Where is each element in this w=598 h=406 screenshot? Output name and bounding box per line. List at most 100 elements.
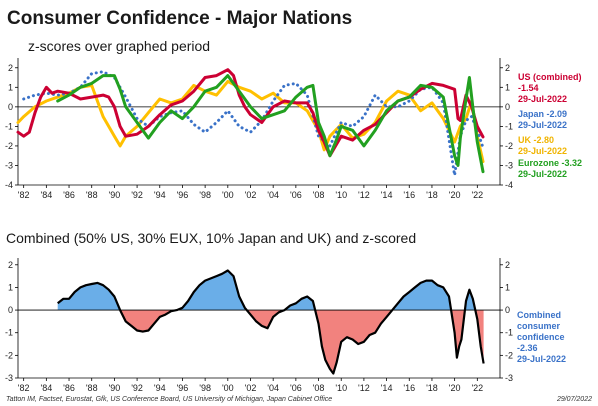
bottom-xtick-label: '96 bbox=[177, 383, 189, 393]
series-label-japan: Japan -2.09 bbox=[518, 109, 567, 119]
bottom-chart-legend-labels: Combinedconsumerconfidence-2.3629-Jul-20… bbox=[517, 310, 566, 364]
top-xtick-label: '96 bbox=[177, 190, 189, 200]
top-ytick-label-right: -2 bbox=[505, 141, 513, 151]
top-xtick-label: '04 bbox=[267, 190, 279, 200]
bottom-xtick-label: '94 bbox=[154, 383, 166, 393]
top-ytick-label-right: -3 bbox=[505, 160, 513, 170]
top-xtick-label: '22 bbox=[471, 190, 483, 200]
series-label-eurozone: Eurozone -3.32 bbox=[518, 158, 582, 168]
series-label-uk: 29-Jul-2022 bbox=[518, 146, 567, 156]
series-label-japan: 29-Jul-2022 bbox=[518, 120, 567, 130]
top-chart: z-scores over graphed period 2 2 1 1 0 0 -1 -1 -… bbox=[5, 38, 582, 200]
series-line-eurozone bbox=[56, 74, 485, 174]
top-ytick-label-left: -1 bbox=[5, 121, 13, 131]
top-xtick-label: '02 bbox=[245, 190, 257, 200]
top-xtick-label: '10 bbox=[335, 190, 347, 200]
top-ytick-label-left: 1 bbox=[8, 82, 13, 92]
bottom-xtick-label: '98 bbox=[199, 383, 211, 393]
bottom-ytick-label-right: 2 bbox=[505, 260, 510, 270]
series-label-combined: 29-Jul-2022 bbox=[517, 354, 566, 364]
bottom-ytick-label-left: -3 bbox=[5, 373, 13, 383]
top-ytick-label-left: 0 bbox=[8, 102, 13, 112]
top-xtick-label: '82 bbox=[18, 190, 30, 200]
top-ytick-label-right: -4 bbox=[505, 180, 513, 190]
bottom-xtick-label: '20 bbox=[449, 383, 461, 393]
series-line-combined bbox=[57, 269, 485, 375]
bottom-xtick-label: '04 bbox=[267, 383, 279, 393]
top-ytick-label-right: 2 bbox=[505, 63, 510, 73]
bottom-ytick-label-right: -1 bbox=[505, 328, 513, 338]
bottom-ytick-label-right: 1 bbox=[505, 282, 510, 292]
bottom-xtick-label: '12 bbox=[358, 383, 370, 393]
bottom-xtick-label: '00 bbox=[222, 383, 234, 393]
bottom-ytick-label-right: 0 bbox=[505, 305, 510, 315]
bottom-ytick-label-right: -3 bbox=[505, 373, 513, 383]
top-ytick-label-left: 2 bbox=[8, 63, 13, 73]
bottom-xtick-label: '14 bbox=[381, 383, 393, 393]
series-label-uk: UK -2.80 bbox=[518, 135, 554, 145]
figure-title: Consumer Confidence - Major Nations bbox=[7, 8, 352, 29]
top-xtick-label: '84 bbox=[40, 190, 52, 200]
top-xtick-label: '06 bbox=[290, 190, 302, 200]
bottom-xtick-label: '92 bbox=[131, 383, 143, 393]
top-xtick-label: '08 bbox=[313, 190, 325, 200]
top-xtick-label: '90 bbox=[109, 190, 121, 200]
top-xtick-label: '12 bbox=[358, 190, 370, 200]
series-label-combined: confidence bbox=[517, 332, 565, 342]
series-label-us: US (combined) bbox=[518, 72, 582, 82]
series-line-uk bbox=[16, 79, 485, 164]
top-xtick-label: '00 bbox=[222, 190, 234, 200]
bottom-chart-axes: 2 2 1 1 0 0 -1 -1 -2 -2 -3 -3 '82 '84 '86 '88 '90 '92 '94 '… bbox=[5, 258, 513, 393]
bottom-ytick-label-left: 2 bbox=[8, 260, 13, 270]
top-ytick-label-right: -1 bbox=[505, 121, 513, 131]
bottom-xtick-label: '22 bbox=[471, 383, 483, 393]
bottom-xtick-label: '10 bbox=[335, 383, 347, 393]
bottom-ytick-label-right: -2 bbox=[505, 350, 513, 360]
series-line-us-combined bbox=[16, 68, 485, 158]
bottom-xtick-label: '86 bbox=[63, 383, 75, 393]
bottom-chart-title: Combined (50% US, 30% EUX, 10% Japan and… bbox=[6, 230, 416, 246]
top-xtick-label: '86 bbox=[63, 190, 75, 200]
top-ytick-label-left: -2 bbox=[5, 141, 13, 151]
bottom-chart-series bbox=[57, 269, 485, 375]
top-xtick-label: '88 bbox=[86, 190, 98, 200]
top-ytick-label-right: 1 bbox=[505, 82, 510, 92]
top-chart-series bbox=[16, 68, 485, 177]
top-xtick-label: '98 bbox=[199, 190, 211, 200]
top-chart-title: z-scores over graphed period bbox=[28, 38, 210, 54]
bottom-xtick-label: '82 bbox=[18, 383, 30, 393]
bottom-ytick-label-left: -2 bbox=[5, 350, 13, 360]
bottom-ytick-label-left: 0 bbox=[8, 305, 13, 315]
top-xtick-label: '16 bbox=[403, 190, 415, 200]
bottom-xtick-label: '02 bbox=[245, 383, 257, 393]
top-xtick-label: '94 bbox=[154, 190, 166, 200]
bottom-ytick-label-left: -1 bbox=[5, 328, 13, 338]
top-xtick-label: '18 bbox=[426, 190, 438, 200]
top-xtick-label: '92 bbox=[131, 190, 143, 200]
bottom-ytick-label-left: 1 bbox=[8, 282, 13, 292]
top-ytick-label-right: 0 bbox=[505, 102, 510, 112]
series-label-eurozone: 29-Jul-2022 bbox=[518, 169, 567, 179]
bottom-chart-fill bbox=[57, 270, 484, 374]
series-label-combined: -2.36 bbox=[517, 343, 538, 353]
series-label-us: -1.54 bbox=[518, 83, 539, 93]
top-ytick-label-left: -4 bbox=[5, 180, 13, 190]
source-note: Tatton IM, Factset, Eurostat, Gfk, US Co… bbox=[6, 396, 332, 403]
bottom-chart: Combined (50% US, 30% EUX, 10% Japan and… bbox=[5, 230, 566, 393]
bottom-xtick-label: '06 bbox=[290, 383, 302, 393]
series-label-combined: consumer bbox=[517, 321, 561, 331]
series-label-combined: Combined bbox=[517, 310, 561, 320]
bottom-xtick-label: '88 bbox=[86, 383, 98, 393]
top-ytick-label-left: -3 bbox=[5, 160, 13, 170]
date-note: 29/07/2022 bbox=[556, 396, 592, 403]
positive-area-fill bbox=[57, 270, 476, 311]
series-label-us: 29-Jul-2022 bbox=[518, 94, 567, 104]
bottom-xtick-label: '84 bbox=[40, 383, 52, 393]
negative-area-fill bbox=[120, 310, 484, 374]
top-xtick-label: '20 bbox=[449, 190, 461, 200]
top-xtick-label: '14 bbox=[381, 190, 393, 200]
bottom-xtick-label: '90 bbox=[109, 383, 121, 393]
bottom-xtick-label: '18 bbox=[426, 383, 438, 393]
